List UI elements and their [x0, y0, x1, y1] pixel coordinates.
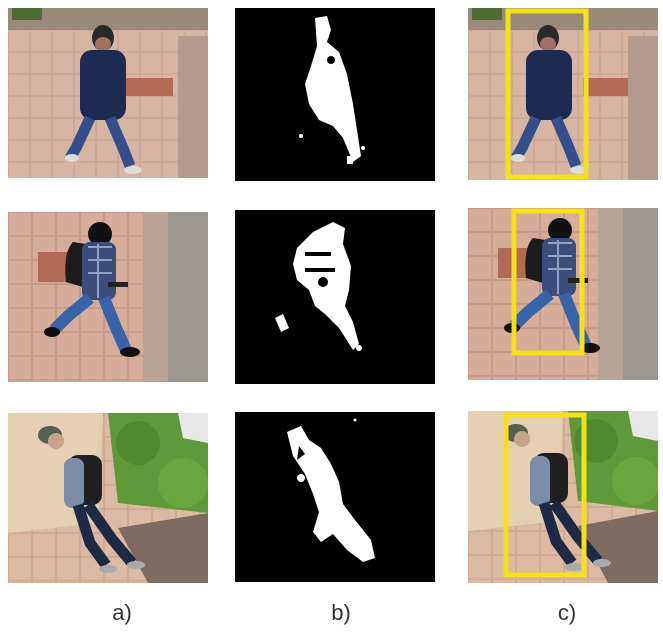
caption-a: a) — [112, 600, 132, 625]
row1-bounding-box — [505, 8, 589, 180]
caption-c: c) — [557, 600, 577, 625]
caption-b: b) — [331, 600, 351, 625]
row3-bounding-box — [503, 412, 587, 578]
row1-foreground-mask — [235, 8, 435, 181]
row1-original-photo — [8, 8, 208, 178]
row3-detection-photo — [468, 411, 658, 583]
row2-detection-photo — [468, 208, 658, 380]
row2-foreground-mask — [235, 210, 435, 384]
row2-original-photo — [8, 212, 208, 382]
row3-foreground-mask — [235, 412, 435, 582]
row2-bounding-box — [511, 208, 585, 356]
row3-original-photo — [8, 413, 208, 583]
row1-detection-photo — [468, 8, 658, 180]
